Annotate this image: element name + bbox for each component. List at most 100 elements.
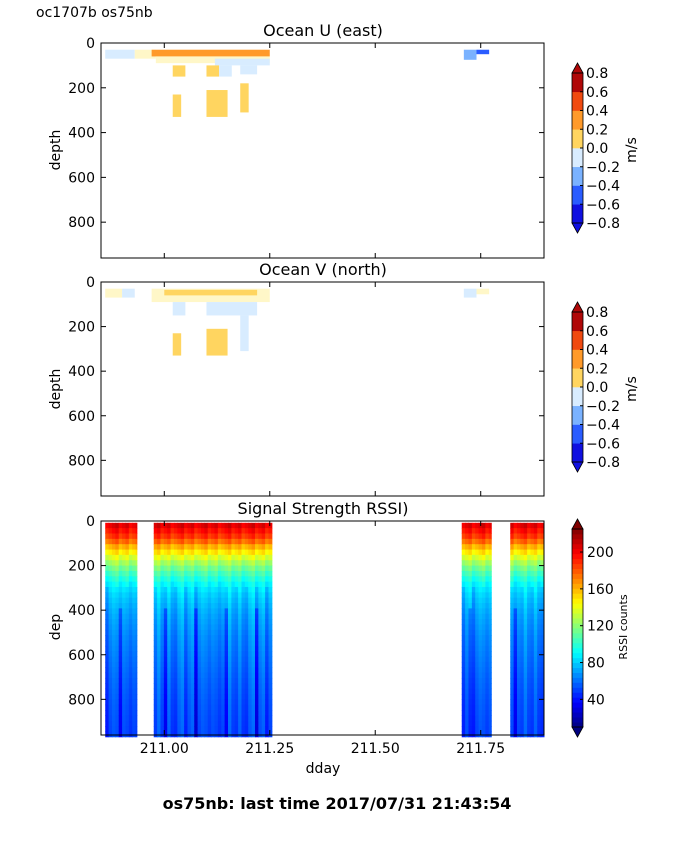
rssi-cell [254, 645, 259, 652]
rssi-cell [197, 554, 202, 561]
rssi-cell [471, 715, 476, 722]
rssi-cell [157, 720, 161, 727]
rssi-cell [540, 656, 545, 663]
rssi-cell [254, 592, 259, 599]
rssi-cell [180, 565, 185, 572]
rssi-cell [108, 581, 113, 588]
rssi-cell [234, 544, 239, 551]
rssi-cell [180, 726, 185, 732]
rssi-cell [163, 554, 168, 561]
rssi-cell [211, 672, 215, 679]
rssi-cell [122, 565, 126, 572]
rssi-cell [461, 597, 466, 604]
rssi-cell [122, 619, 126, 625]
rssi-cell [530, 533, 535, 540]
rssi-cell [461, 656, 466, 663]
heatmap-cell [219, 65, 232, 77]
rssi-cell [167, 592, 172, 599]
colorbar-extend-top [571, 301, 584, 313]
rssi-cell [180, 528, 185, 534]
rssi-cell [248, 720, 253, 727]
rssi-cell [214, 538, 219, 545]
rssi-cell [461, 544, 466, 551]
rssi-cell [105, 710, 110, 716]
rssi-cell [251, 688, 256, 695]
rssi-cell [204, 581, 209, 588]
rssi-cell [465, 576, 469, 583]
rssi-cell [254, 586, 259, 593]
rssi-cell [461, 592, 466, 599]
plot-frame [100, 281, 545, 497]
rssi-cell [122, 726, 126, 732]
colorbar-swatch [572, 657, 583, 664]
rssi-cell [200, 726, 205, 732]
rssi-cell [265, 693, 269, 700]
rssi-cell [132, 667, 137, 674]
rssi-cell [465, 570, 469, 577]
rssi-cell [224, 629, 229, 636]
rssi-cell [513, 581, 518, 588]
rssi-cell [258, 613, 263, 620]
rssi-cell [177, 538, 182, 545]
rssi-cell [468, 710, 473, 716]
rssi-cell [207, 677, 212, 684]
rssi-cell [481, 570, 486, 577]
rssi-cell [111, 720, 116, 727]
rssi-cell [167, 726, 172, 732]
rssi-cell [135, 661, 138, 668]
rssi-cell [465, 549, 469, 556]
rssi-cell [254, 640, 259, 647]
rssi-cell [173, 624, 178, 631]
rssi-cell [254, 619, 259, 625]
colorbar-swatch [572, 598, 583, 604]
rssi-cell [248, 640, 253, 647]
rssi-cell [475, 581, 480, 588]
rssi-cell [132, 656, 137, 663]
rssi-cell [265, 656, 269, 663]
rssi-cell [234, 726, 239, 732]
rssi-cell [111, 554, 116, 561]
rssi-cell [234, 581, 239, 588]
rssi-cell [238, 651, 242, 658]
rssi-cell [510, 603, 515, 609]
rssi-cell [475, 656, 480, 663]
rssi-cell [105, 570, 110, 577]
rssi-cell [523, 699, 528, 706]
colorbar-swatch [572, 529, 583, 535]
rssi-cell [132, 710, 137, 716]
rssi-cell [163, 726, 168, 732]
rssi-cell [261, 667, 266, 674]
rssi-cell [530, 592, 535, 599]
rssi-cell [157, 538, 161, 545]
rssi-cell [248, 565, 253, 572]
rssi-cell [128, 651, 133, 658]
rssi-cell [214, 565, 219, 572]
rssi-cell [234, 619, 239, 625]
rssi-cell [170, 597, 175, 604]
rssi-cell [523, 581, 528, 588]
rssi-cell [108, 608, 113, 615]
rssi-cell [224, 645, 229, 652]
rssi-cell [481, 586, 486, 593]
colorbar-swatch [572, 672, 583, 678]
rssi-cell [200, 538, 205, 545]
rssi-cell [157, 672, 161, 679]
rssi-cell [125, 726, 130, 732]
rssi-cell [167, 565, 172, 572]
rssi-cell [214, 710, 219, 716]
rssi-cell [465, 586, 469, 593]
rssi-cell [516, 645, 521, 652]
rssi-cell [520, 597, 525, 604]
rssi-cell [540, 528, 545, 534]
rssi-cell [115, 661, 120, 668]
rssi-cell [214, 635, 219, 641]
rssi-cell [254, 565, 259, 572]
rssi-cell [248, 704, 253, 711]
rssi-cell [128, 640, 133, 647]
rssi-cell [207, 629, 212, 636]
rssi-cell [227, 560, 232, 567]
rssi-cell [122, 570, 126, 577]
rssi-cell [488, 624, 492, 631]
rssi-cell [265, 720, 269, 727]
rssi-cell [170, 528, 175, 534]
